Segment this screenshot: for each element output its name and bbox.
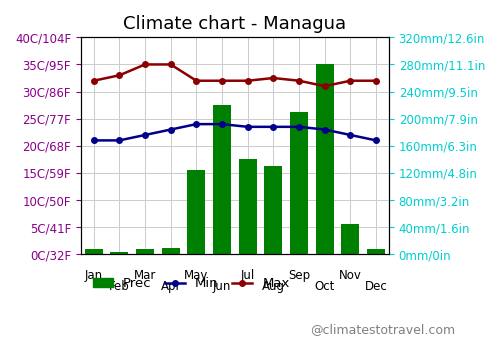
Bar <box>84 249 102 254</box>
Text: Aug: Aug <box>262 280 285 293</box>
Title: Climate chart - Managua: Climate chart - Managua <box>124 15 346 33</box>
Bar <box>136 249 154 254</box>
Bar <box>264 166 282 254</box>
Text: Jul: Jul <box>240 270 255 282</box>
Bar <box>162 247 180 254</box>
Text: Dec: Dec <box>364 280 388 293</box>
Bar <box>213 105 231 254</box>
Text: Mar: Mar <box>134 270 156 282</box>
Text: Nov: Nov <box>339 270 362 282</box>
Bar <box>367 249 385 254</box>
Legend: Prec, Min, Max: Prec, Min, Max <box>88 272 295 295</box>
Bar <box>342 224 359 254</box>
Bar <box>316 64 334 254</box>
Bar <box>238 159 256 254</box>
Text: Oct: Oct <box>314 280 335 293</box>
Text: Sep: Sep <box>288 270 310 282</box>
Text: Feb: Feb <box>109 280 130 293</box>
Bar <box>110 252 128 254</box>
Text: Apr: Apr <box>160 280 181 293</box>
Text: Jun: Jun <box>213 280 231 293</box>
Text: Jan: Jan <box>84 270 102 282</box>
Bar <box>188 169 206 254</box>
Text: May: May <box>184 270 208 282</box>
Text: @climatestotravel.com: @climatestotravel.com <box>310 323 455 336</box>
Bar <box>290 112 308 254</box>
